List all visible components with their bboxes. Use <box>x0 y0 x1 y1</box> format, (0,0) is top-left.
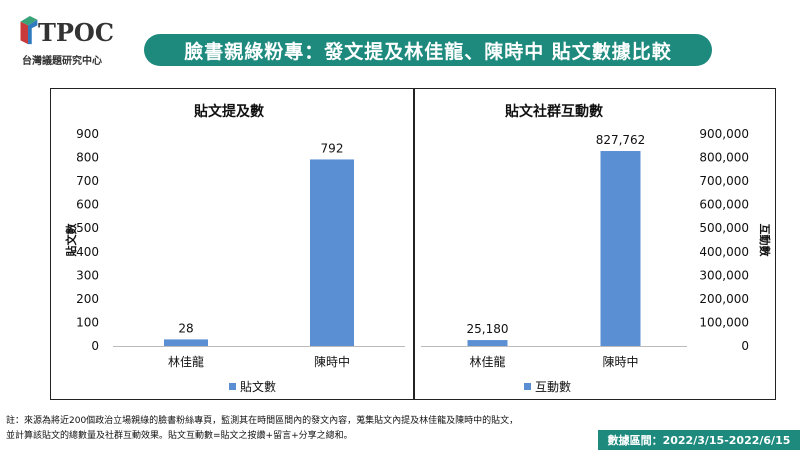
bar <box>164 339 208 346</box>
y-tick-label: 400,000 <box>699 245 749 259</box>
y-tick-label: 100 <box>76 315 99 329</box>
y-tick-label: 200 <box>76 292 99 306</box>
chart-interactions: 貼文社群互動數 0 100,000 200,000 300,000 400,000 500,… <box>421 103 772 394</box>
y-tick-label: 0 <box>91 339 99 353</box>
page-title: 臉書親綠粉專：發文提及林佳龍、陳時中 貼文數據比較 <box>144 34 712 66</box>
footnote: 註：來源為將近200個政治立場親綠的臉書粉絲專頁，監測其在時間區間內的發文內容，… <box>6 414 518 444</box>
y-tick-label: 700 <box>76 174 99 188</box>
y-tick-label: 200,000 <box>699 292 749 306</box>
y-tick-label: 400 <box>76 245 99 259</box>
y-axis-label: 貼文數 <box>64 224 78 258</box>
x-tick-label: 林佳龍 <box>168 354 204 369</box>
chart-title: 貼文社群互動數 <box>505 103 603 120</box>
legend-label: 貼文數 <box>240 379 276 394</box>
footnote-line-1: 註：來源為將近200個政治立場親綠的臉書粉絲專頁，監測其在時間區間內的發文內容，… <box>6 416 519 426</box>
data-label: 25,180 <box>467 322 509 336</box>
logo-text: TPOC <box>38 18 114 47</box>
y-tick-label: 900 <box>76 127 99 141</box>
x-tick-label: 陳時中 <box>602 354 638 369</box>
y-tick-label: 800,000 <box>699 151 749 165</box>
y-tick-label: 300 <box>76 268 99 282</box>
date-range-badge: 數據區間：2022/3/15-2022/6/15 <box>598 430 800 450</box>
data-label: 28 <box>178 321 193 335</box>
y-tick-label: 900,000 <box>699 127 749 141</box>
y-tick-label: 800 <box>76 151 99 165</box>
x-tick-label: 陳時中 <box>314 354 350 369</box>
y-tick-label: 600 <box>76 198 99 212</box>
bar <box>600 151 641 346</box>
y-tick-label: 500 <box>76 221 99 235</box>
data-label: 792 <box>321 141 344 155</box>
footnote-line-2: 並計算該貼文的總數量及社群互動效果。貼文互動數=貼文之按讚+留言+分享之總和。 <box>6 431 353 441</box>
y-tick-label: 300,000 <box>699 268 749 282</box>
y-tick-label: 0 <box>741 339 749 353</box>
bar <box>467 340 508 346</box>
y-tick-label: 100,000 <box>699 315 749 329</box>
legend-swatch <box>524 383 531 390</box>
chart-panel-interactions: 貼文社群互動數 0 100,000 200,000 300,000 400,000 500,… <box>414 88 776 400</box>
y-axis-label: 互動數 <box>758 224 772 257</box>
logo-subtitle: 台灣議題研究中心 <box>22 56 102 67</box>
x-tick-label: 林佳龍 <box>469 354 505 369</box>
logo-mark-icon <box>20 16 38 45</box>
bar <box>310 159 354 346</box>
data-label: 827,762 <box>596 133 646 147</box>
y-tick-label: 500,000 <box>699 221 749 235</box>
chart-title: 貼文提及數 <box>194 103 264 120</box>
y-tick-label: 700,000 <box>699 174 749 188</box>
tpoc-logo: TPOC 台灣議題研究中心 <box>18 14 138 70</box>
legend-swatch <box>229 383 236 390</box>
legend-label: 互動數 <box>535 380 571 394</box>
chart-panel-posts: 貼文提及數 0 100 200 300 400 500 600 700 800 900 貼文數 28 林佳… <box>50 88 414 400</box>
chart-posts: 貼文提及數 0 100 200 300 400 500 600 700 800 900 貼文數 28 林佳… <box>64 103 405 394</box>
y-tick-label: 600,000 <box>699 198 749 212</box>
